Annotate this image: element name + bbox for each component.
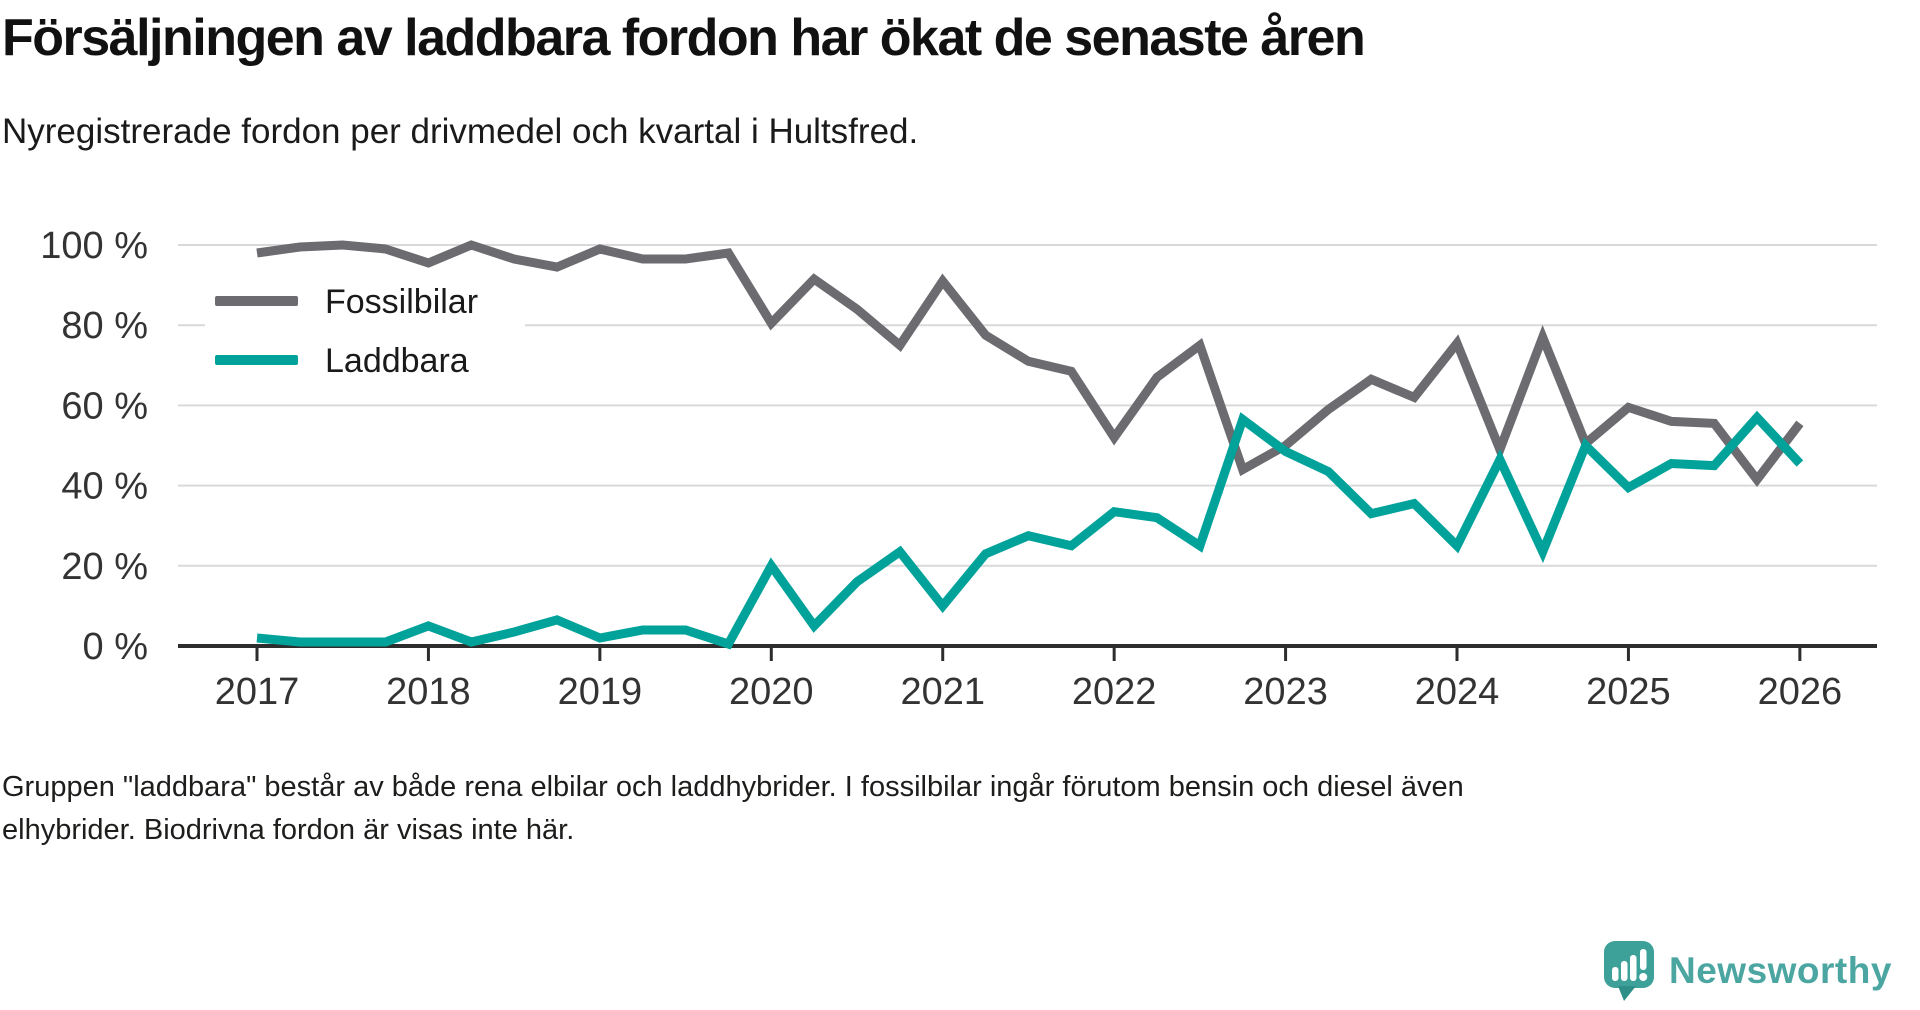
y-axis-label: 100 % xyxy=(40,225,148,267)
y-axis-label: 40 % xyxy=(61,466,148,508)
legend-swatch-fossilbilar xyxy=(215,296,298,306)
footnote-line: Gruppen "laddbara" består av både rena e… xyxy=(2,771,1464,803)
y-axis-label: 80 % xyxy=(61,305,148,347)
axis-labels: 0 % 20 % 40 % 60 % 80 % 100 % 2017 2018 2019 2020… xyxy=(40,225,1842,713)
x-axis-label: 2018 xyxy=(386,671,471,713)
legend-halo xyxy=(205,343,500,395)
page-title: Försäljningen av laddbara fordon har öka… xyxy=(2,9,1366,67)
legend-halo xyxy=(205,284,525,336)
legend-swatch-laddbara xyxy=(215,355,298,365)
x-axis-label: 2024 xyxy=(1415,671,1500,713)
logo-bar-medium xyxy=(1621,961,1628,981)
x-axis-label: 2023 xyxy=(1243,671,1328,713)
series-line-fossilbilar xyxy=(256,240,1804,488)
x-axis xyxy=(178,644,1877,661)
x-axis-label: 2017 xyxy=(215,671,300,713)
x-axis-label: 2019 xyxy=(558,671,643,713)
chart-subtitle: Nyregistrerade fordon per drivmedel och … xyxy=(2,112,919,151)
series-line-laddbara xyxy=(256,410,1804,650)
logo-text: Newsworthy xyxy=(1669,950,1892,991)
footnote-line: elhybrider. Biodrivna fordon är visas in… xyxy=(2,814,575,846)
y-axis-label: 0 % xyxy=(83,626,148,668)
trend-line-chart: Fossilbilar Laddbara 0 % 20 % 40 % 60 % 80 %… xyxy=(40,225,1877,713)
logo-exclamation-dot xyxy=(1639,973,1648,981)
x-axis-label: 2022 xyxy=(1072,671,1157,713)
y-axis-label: 20 % xyxy=(61,546,148,588)
newsworthy-logo: Newsworthy xyxy=(1603,940,1892,1002)
logo-bar-large xyxy=(1630,955,1637,981)
x-axis-label: 2021 xyxy=(900,671,985,713)
x-axis-label: 2025 xyxy=(1586,671,1671,713)
x-axis-label: 2026 xyxy=(1758,671,1843,713)
chart-legend: Fossilbilar Laddbara xyxy=(205,283,525,395)
legend-label-laddbara: Laddbara xyxy=(325,342,469,380)
speech-bubble-chart-icon xyxy=(1604,941,1654,1001)
logo-exclamation-bar xyxy=(1640,949,1647,970)
legend-label-fossilbilar: Fossilbilar xyxy=(325,283,478,321)
y-axis-label: 60 % xyxy=(61,385,148,427)
series-lines xyxy=(256,240,1804,650)
footnote: Gruppen "laddbara" består av både rena e… xyxy=(2,766,1562,852)
x-axis-label: 2020 xyxy=(729,671,814,713)
logo-bar-small xyxy=(1612,967,1619,981)
